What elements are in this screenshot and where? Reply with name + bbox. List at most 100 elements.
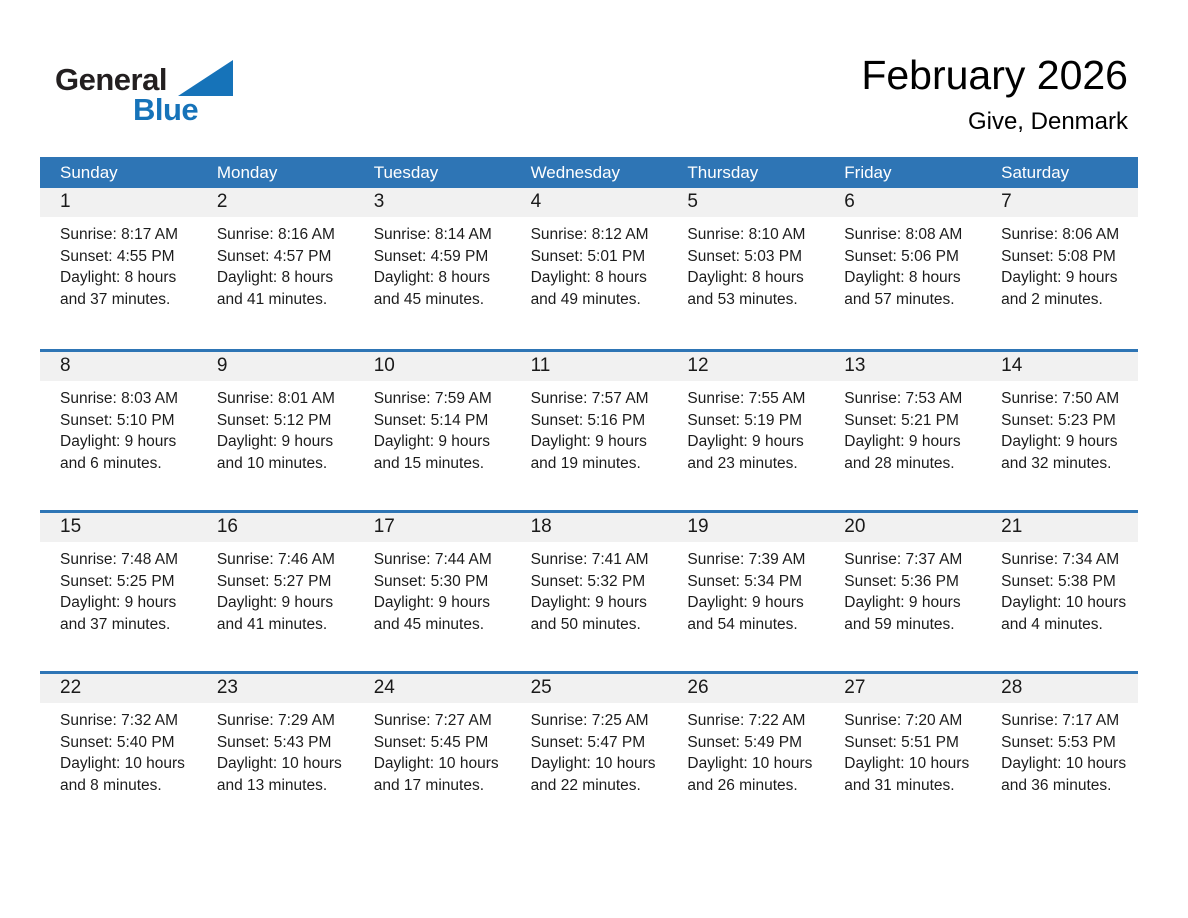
- daylight-hours-text: Daylight: 9 hours: [373, 594, 491, 611]
- day-cell-9: 9 Sunrise: 8:01 AM Sunset: 5:12 PM Daylight…: [196, 352, 354, 510]
- daylight-minutes-text: and 37 minutes.: [60, 615, 171, 633]
- day-number: 20: [824, 513, 982, 542]
- day-cell-7: 7 Sunrise: 8:06 AM Sunset: 5:08 PM Daylight…: [981, 188, 1138, 349]
- day-number: 28: [981, 674, 1138, 703]
- daylight-hours-text: Daylight: 10 hours: [1001, 755, 1127, 772]
- daylight-hours-text: Daylight: 10 hours: [1001, 594, 1127, 611]
- weekday-header-row: Sunday Monday Tuesday Wednesday Thursday Frid…: [40, 157, 1138, 188]
- day-cell-13: 13 Sunrise: 7:53 AM Sunset: 5:21 PM Dayligh…: [824, 352, 982, 510]
- sunset-text: Sunset: 4:55 PM: [60, 247, 175, 265]
- day-number: 17: [353, 513, 511, 542]
- daylight-minutes-text: and 4 minutes.: [1001, 615, 1103, 633]
- day-details: Sunrise: 7:32 AM Sunset: 5:40 PM Daylight:…: [40, 703, 197, 796]
- sunrise-text: Sunrise: 7:17 AM: [1001, 712, 1120, 729]
- daylight-minutes-text: and 36 minutes.: [1001, 776, 1112, 794]
- day-details: Sunrise: 7:25 AM Sunset: 5:47 PM Daylight:…: [511, 703, 668, 796]
- sunset-text: Sunset: 5:10 PM: [60, 411, 175, 429]
- logo-triangle-icon: [178, 60, 233, 96]
- sunset-text: Sunset: 5:38 PM: [1001, 572, 1116, 590]
- sunrise-text: Sunrise: 7:41 AM: [530, 551, 649, 568]
- day-number: 12: [667, 352, 825, 381]
- day-number: 25: [510, 674, 668, 703]
- day-details: Sunrise: 7:57 AM Sunset: 5:16 PM Daylight:…: [511, 381, 668, 474]
- weekday-header-thursday: Thursday: [687, 162, 759, 182]
- daylight-minutes-text: and 15 minutes.: [373, 454, 484, 472]
- daylight-hours-text: Daylight: 10 hours: [530, 755, 656, 772]
- day-cell-24: 24 Sunrise: 7:27 AM Sunset: 5:45 PM Dayligh…: [353, 674, 511, 832]
- general-blue-logo: General Blue: [55, 60, 275, 130]
- calendar-table: Sunday Monday Tuesday Wednesday Thursday Frid…: [40, 157, 1138, 832]
- sunrise-text: Sunrise: 7:57 AM: [530, 390, 649, 407]
- day-cell-25: 25 Sunrise: 7:25 AM Sunset: 5:47 PM Dayligh…: [510, 674, 668, 832]
- sunset-text: Sunset: 5:08 PM: [1001, 247, 1116, 265]
- sunset-text: Sunset: 5:12 PM: [216, 411, 332, 429]
- sunset-text: Sunset: 5:34 PM: [687, 572, 803, 590]
- sunrise-text: Sunrise: 7:50 AM: [1001, 390, 1120, 407]
- day-cell-5: 5 Sunrise: 8:10 AM Sunset: 5:03 PM Daylight…: [667, 188, 825, 349]
- day-details: Sunrise: 7:17 AM Sunset: 5:53 PM Daylight:…: [981, 703, 1138, 796]
- sunrise-text: Sunrise: 8:14 AM: [373, 226, 492, 243]
- sunset-text: Sunset: 5:06 PM: [844, 247, 959, 265]
- daylight-minutes-text: and 17 minutes.: [373, 776, 484, 794]
- day-details: Sunrise: 8:03 AM Sunset: 5:10 PM Daylight:…: [40, 381, 197, 474]
- sunrise-text: Sunrise: 8:08 AM: [844, 226, 963, 243]
- day-cell-1: 1 Sunrise: 8:17 AM Sunset: 4:55 PM Daylight…: [40, 188, 197, 349]
- day-number: 27: [824, 674, 982, 703]
- day-number: 11: [510, 352, 668, 381]
- daylight-hours-text: Daylight: 9 hours: [844, 594, 961, 611]
- day-number: 10: [353, 352, 511, 381]
- calendar-weeks: 1 Sunrise: 8:17 AM Sunset: 4:55 PM Daylight…: [40, 188, 1138, 832]
- daylight-minutes-text: and 6 minutes.: [60, 454, 162, 472]
- day-details: Sunrise: 7:22 AM Sunset: 5:49 PM Daylight:…: [667, 703, 824, 796]
- daylight-minutes-text: and 32 minutes.: [1001, 454, 1112, 472]
- title-block: February 2026 Give, Denmark: [861, 52, 1128, 136]
- sunrise-text: Sunrise: 8:16 AM: [216, 226, 335, 243]
- day-details: Sunrise: 8:17 AM Sunset: 4:55 PM Daylight:…: [40, 217, 197, 310]
- day-number: 9: [196, 352, 354, 381]
- daylight-minutes-text: and 8 minutes.: [60, 776, 162, 794]
- sunrise-text: Sunrise: 7:25 AM: [530, 712, 649, 729]
- daylight-minutes-text: and 45 minutes.: [373, 615, 484, 633]
- day-cell-22: 22 Sunrise: 7:32 AM Sunset: 5:40 PM Dayligh…: [40, 674, 197, 832]
- daylight-minutes-text: and 2 minutes.: [1001, 290, 1103, 308]
- sunrise-text: Sunrise: 8:10 AM: [687, 226, 806, 243]
- day-details: Sunrise: 7:46 AM Sunset: 5:27 PM Daylight:…: [197, 542, 354, 635]
- sunrise-text: Sunrise: 7:44 AM: [373, 551, 492, 568]
- daylight-minutes-text: and 54 minutes.: [687, 615, 798, 633]
- sunset-text: Sunset: 5:14 PM: [373, 411, 489, 429]
- sunrise-text: Sunrise: 8:01 AM: [216, 390, 335, 407]
- day-cell-23: 23 Sunrise: 7:29 AM Sunset: 5:43 PM Dayligh…: [196, 674, 354, 832]
- sunset-text: Sunset: 5:36 PM: [844, 572, 959, 590]
- sunset-text: Sunset: 5:40 PM: [60, 733, 175, 751]
- day-details: Sunrise: 7:50 AM Sunset: 5:23 PM Daylight:…: [981, 381, 1138, 474]
- sunset-text: Sunset: 5:45 PM: [373, 733, 489, 751]
- day-details: Sunrise: 7:55 AM Sunset: 5:19 PM Daylight:…: [667, 381, 824, 474]
- day-details: Sunrise: 7:34 AM Sunset: 5:38 PM Daylight:…: [981, 542, 1138, 635]
- daylight-minutes-text: and 59 minutes.: [844, 615, 955, 633]
- daylight-hours-text: Daylight: 9 hours: [530, 594, 647, 611]
- sunrise-text: Sunrise: 8:12 AM: [530, 226, 649, 243]
- sunset-text: Sunset: 4:59 PM: [373, 247, 489, 265]
- daylight-hours-text: Daylight: 8 hours: [373, 269, 491, 286]
- sunset-text: Sunset: 5:16 PM: [530, 411, 646, 429]
- day-details: Sunrise: 8:08 AM Sunset: 5:06 PM Daylight:…: [824, 217, 981, 310]
- sunset-text: Sunset: 5:19 PM: [687, 411, 803, 429]
- daylight-hours-text: Daylight: 10 hours: [373, 755, 499, 772]
- daylight-hours-text: Daylight: 9 hours: [216, 433, 334, 450]
- day-cell-3: 3 Sunrise: 8:14 AM Sunset: 4:59 PM Daylight…: [353, 188, 511, 349]
- day-details: Sunrise: 8:01 AM Sunset: 5:12 PM Daylight:…: [197, 381, 354, 474]
- daylight-hours-text: Daylight: 9 hours: [1001, 269, 1118, 286]
- day-number: 26: [667, 674, 825, 703]
- daylight-hours-text: Daylight: 9 hours: [60, 594, 177, 611]
- day-details: Sunrise: 7:53 AM Sunset: 5:21 PM Daylight:…: [824, 381, 981, 474]
- day-details: Sunrise: 7:39 AM Sunset: 5:34 PM Daylight:…: [667, 542, 824, 635]
- sunrise-text: Sunrise: 7:55 AM: [687, 390, 806, 407]
- week-row: 1 Sunrise: 8:17 AM Sunset: 4:55 PM Daylight…: [40, 188, 1138, 349]
- weekday-header-friday: Friday: [844, 162, 892, 182]
- day-cell-16: 16 Sunrise: 7:46 AM Sunset: 5:27 PM Dayligh…: [196, 513, 354, 671]
- daylight-minutes-text: and 57 minutes.: [844, 290, 955, 308]
- weekday-header-tuesday: Tuesday: [373, 162, 439, 182]
- sunrise-text: Sunrise: 7:46 AM: [216, 551, 335, 568]
- weekday-header-sunday: Sunday: [60, 162, 118, 182]
- sunrise-text: Sunrise: 8:06 AM: [1001, 226, 1120, 243]
